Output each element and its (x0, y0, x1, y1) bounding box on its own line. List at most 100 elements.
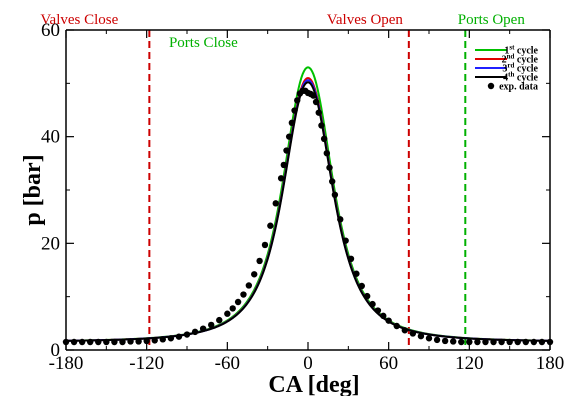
exp-data-point (216, 316, 223, 324)
exp-data-point (312, 98, 320, 106)
exp-data-point (385, 317, 392, 324)
exp-data-point (374, 307, 382, 314)
exp-data-point (78, 338, 86, 346)
y-tick-label: 60 (41, 20, 60, 41)
exp-data-point (251, 271, 258, 278)
plot-area (66, 30, 550, 350)
exp-data-point (240, 291, 247, 298)
event-label: Valves Open (327, 12, 404, 28)
exp-data-point (450, 338, 457, 345)
plot-background (66, 30, 550, 350)
x-tick-label: -120 (129, 353, 164, 374)
exp-data-point (183, 331, 191, 338)
exp-data-point (234, 298, 242, 306)
exp-data-point (369, 300, 376, 308)
exp-data-point (245, 282, 253, 289)
exp-data-point (95, 338, 102, 346)
exp-data-point (87, 338, 94, 346)
exp-data-point (490, 338, 497, 346)
exp-data-point (135, 338, 142, 345)
exp-data-point (111, 338, 118, 346)
axes: -180 -120 -60 0 60 120 180 0 20 40 60 (41, 20, 564, 374)
exp-data-point (329, 178, 336, 185)
exp-data-point (175, 333, 183, 340)
exp-data-point (358, 282, 365, 290)
exp-data-point (342, 237, 349, 244)
y-tick-label: 20 (41, 233, 60, 254)
legend-label: 2nd cycle (502, 53, 539, 66)
exp-data-point (530, 338, 538, 346)
series-layer (62, 66, 554, 346)
x-tick-label: -60 (215, 353, 240, 374)
exp-data-point (506, 338, 513, 346)
exp-data-point (458, 338, 465, 346)
exp-data-point (393, 322, 400, 330)
exp-data-point (474, 338, 481, 346)
exp-data-point (315, 109, 322, 116)
y-axis-title: p [bar] (20, 154, 46, 225)
exp-data-point (151, 337, 158, 344)
exp-data-point (363, 292, 371, 300)
x-tick-label: 120 (455, 353, 484, 374)
exp-data-point (401, 327, 408, 334)
exp-data-point (159, 336, 166, 343)
exp-data-point (353, 270, 360, 277)
exp-data-point (143, 337, 150, 345)
exp-data-point (498, 338, 505, 346)
event-label: Ports Close (169, 35, 238, 51)
legend-label: 1st cycle (504, 44, 538, 57)
exp-data-point (320, 135, 328, 142)
exp-data-point (208, 321, 215, 329)
exp-data-point (167, 335, 175, 342)
exp-data-point (294, 97, 301, 104)
x-axis-title: CA [deg] (268, 372, 359, 396)
exp-data-point (256, 257, 263, 265)
exp-data-point (514, 338, 521, 346)
exp-data-point (285, 133, 293, 140)
exp-data-point (277, 175, 285, 182)
event-markers: Valves Close Ports Close Valves Open Ports … (40, 12, 525, 350)
exp-data-point (224, 310, 231, 317)
exp-data-point (538, 338, 546, 346)
y-tick-label: 40 (41, 127, 60, 148)
exp-data-point (191, 328, 199, 336)
event-label: Valves Close (40, 12, 118, 28)
exp-data-point (103, 338, 110, 346)
exp-data-point (326, 164, 333, 171)
legend-label: exp. data (499, 82, 538, 93)
exp-data-point (522, 338, 529, 346)
exp-data-point (441, 337, 449, 345)
legend-label: 4th cycle (503, 71, 538, 84)
exp-data-point (70, 338, 78, 346)
exp-data-point (199, 325, 207, 332)
exp-data-point (347, 255, 355, 262)
exp-data-point (119, 338, 126, 346)
exp-data-point (261, 241, 269, 249)
exp-data-point (331, 191, 339, 198)
legend-swatch-dot (487, 82, 495, 90)
x-tick-label: 180 (536, 353, 565, 374)
exp-data-point (291, 107, 298, 114)
y-tick-label: 0 (51, 340, 61, 361)
exp-data-point (229, 305, 236, 312)
exp-data-point (482, 338, 489, 346)
event-label: Ports Open (458, 12, 526, 28)
exp-data-point (310, 92, 317, 99)
x-tick-label: -180 (49, 353, 84, 374)
exp-data-point (337, 216, 344, 223)
exp-data-point (280, 161, 287, 169)
exp-data-point (318, 122, 325, 129)
legend-label: 3rd cycle (502, 62, 538, 75)
exp-data-point (433, 336, 441, 344)
exp-data-point (409, 330, 417, 337)
x-tick-label: 60 (379, 353, 398, 374)
exp-data-point (267, 222, 274, 229)
exp-data-point (380, 312, 387, 320)
exp-data-point (283, 147, 290, 154)
exp-data-point (288, 119, 296, 127)
exp-data-point (323, 150, 331, 157)
x-tick-label: 0 (303, 353, 313, 374)
exp-data-point (272, 200, 279, 207)
